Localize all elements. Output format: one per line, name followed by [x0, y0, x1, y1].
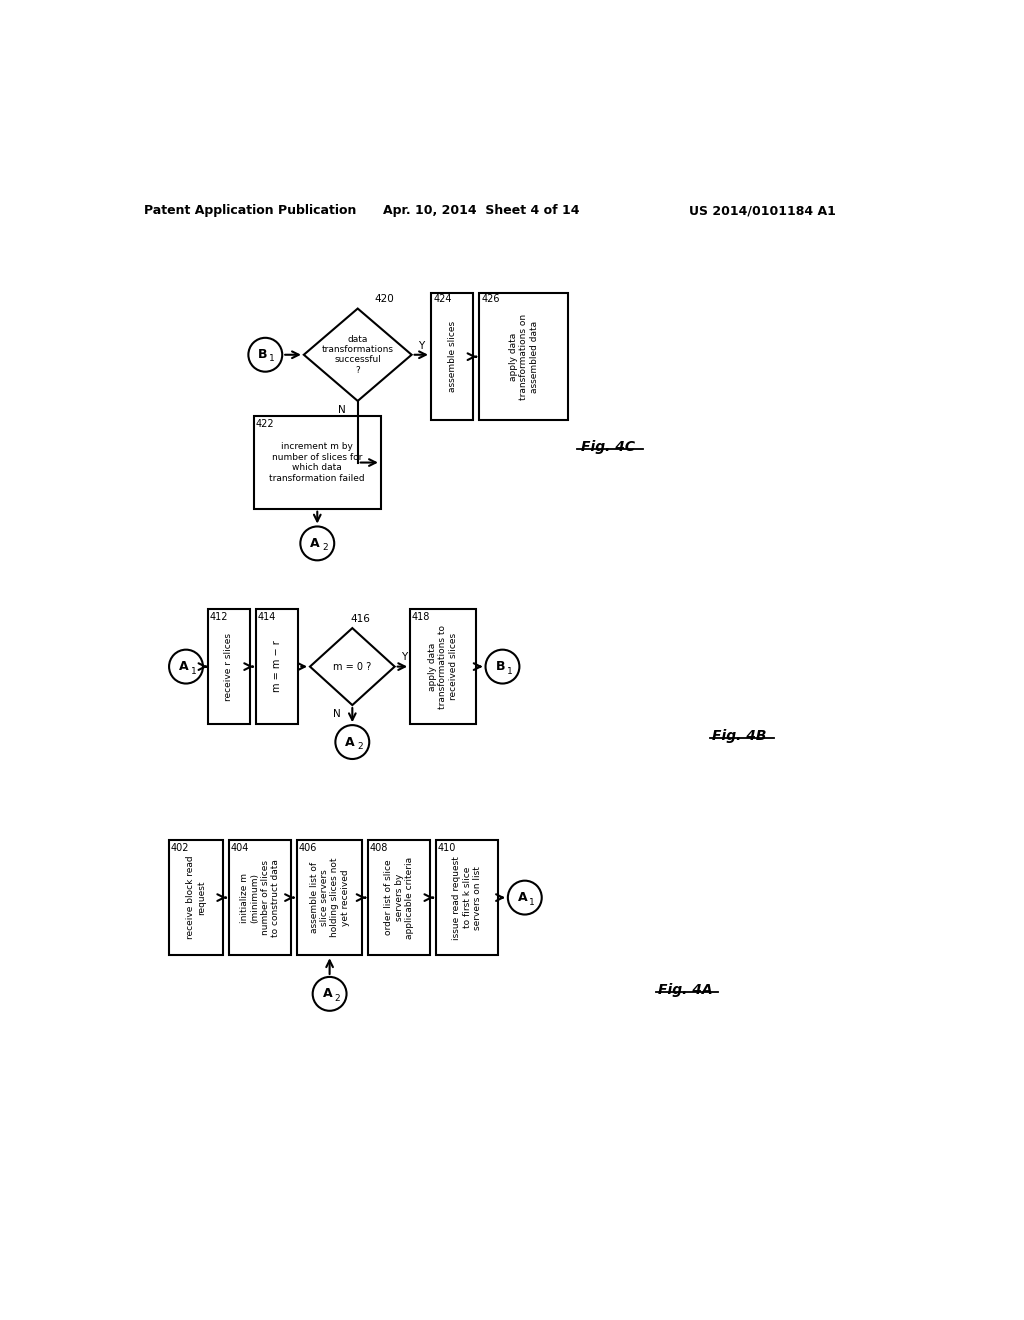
Text: A: A — [323, 987, 332, 1001]
Text: Patent Application Publication: Patent Application Publication — [143, 205, 356, 218]
Circle shape — [336, 725, 370, 759]
Text: Fig. 4C: Fig. 4C — [581, 440, 635, 454]
FancyBboxPatch shape — [254, 416, 381, 508]
Text: 420: 420 — [375, 294, 394, 305]
Text: 418: 418 — [412, 611, 430, 622]
Text: US 2014/0101184 A1: US 2014/0101184 A1 — [688, 205, 836, 218]
FancyBboxPatch shape — [410, 609, 475, 725]
Circle shape — [249, 338, 283, 372]
Text: 424: 424 — [433, 294, 452, 305]
Text: increment m by
number of slices for
which data
transformation failed: increment m by number of slices for whic… — [269, 442, 366, 483]
Text: 2: 2 — [322, 544, 328, 552]
Text: Fig. 4A: Fig. 4A — [657, 983, 713, 997]
Text: issue read request
to first k slice
servers on list: issue read request to first k slice serv… — [453, 855, 482, 940]
Text: 1: 1 — [190, 667, 197, 676]
Text: 426: 426 — [481, 294, 500, 305]
Text: assemble list of
slice servers
holding slices not
yet received: assemble list of slice servers holding s… — [309, 858, 350, 937]
Text: N: N — [333, 709, 341, 719]
Text: 2: 2 — [357, 742, 362, 751]
Text: initialize m
(minimum)
number of slices
to construct data: initialize m (minimum) number of slices … — [240, 859, 280, 936]
Text: m = m − r: m = m − r — [272, 640, 283, 693]
Text: 402: 402 — [171, 842, 189, 853]
Text: 1: 1 — [529, 898, 536, 907]
Polygon shape — [310, 628, 394, 705]
Circle shape — [312, 977, 346, 1011]
Text: B: B — [496, 660, 505, 673]
Text: m = 0 ?: m = 0 ? — [333, 661, 372, 672]
Circle shape — [300, 527, 334, 561]
Text: A: A — [179, 660, 188, 673]
Text: 412: 412 — [209, 611, 227, 622]
Text: assemble slices: assemble slices — [447, 321, 457, 392]
Circle shape — [485, 649, 519, 684]
Text: apply data
transformations on
assembled data: apply data transformations on assembled … — [509, 314, 539, 400]
Text: A: A — [518, 891, 527, 904]
Text: apply data
transformations to
received slices: apply data transformations to received s… — [428, 624, 458, 709]
Text: 408: 408 — [370, 842, 388, 853]
Text: Y: Y — [418, 341, 424, 351]
Text: N: N — [339, 405, 346, 416]
FancyBboxPatch shape — [169, 840, 223, 956]
Text: Y: Y — [400, 652, 407, 663]
Text: B: B — [258, 348, 267, 362]
Text: Fig. 4B: Fig. 4B — [712, 729, 766, 743]
FancyBboxPatch shape — [369, 840, 430, 956]
Text: receive r slices: receive r slices — [224, 632, 233, 701]
Text: 422: 422 — [255, 418, 274, 429]
Text: 2: 2 — [334, 994, 340, 1003]
Text: 404: 404 — [230, 842, 249, 853]
Text: data
transformations
successful
?: data transformations successful ? — [322, 335, 393, 375]
FancyBboxPatch shape — [436, 840, 498, 956]
Polygon shape — [304, 309, 412, 401]
Text: A: A — [345, 735, 355, 748]
Text: 406: 406 — [298, 842, 316, 853]
FancyBboxPatch shape — [229, 840, 291, 956]
Text: Apr. 10, 2014  Sheet 4 of 14: Apr. 10, 2014 Sheet 4 of 14 — [383, 205, 580, 218]
Text: 1: 1 — [507, 667, 513, 676]
Text: 416: 416 — [350, 614, 370, 624]
Text: 1: 1 — [269, 354, 274, 363]
Text: 410: 410 — [438, 842, 456, 853]
Text: receive block read
request: receive block read request — [186, 855, 206, 940]
Text: A: A — [310, 537, 319, 550]
FancyBboxPatch shape — [297, 840, 362, 956]
FancyBboxPatch shape — [256, 609, 298, 725]
FancyBboxPatch shape — [479, 293, 568, 420]
Text: 414: 414 — [258, 611, 276, 622]
FancyBboxPatch shape — [208, 609, 250, 725]
Text: order list of slice
servers by
applicable criteria: order list of slice servers by applicabl… — [384, 857, 414, 939]
Circle shape — [169, 649, 203, 684]
Circle shape — [508, 880, 542, 915]
FancyBboxPatch shape — [431, 293, 473, 420]
